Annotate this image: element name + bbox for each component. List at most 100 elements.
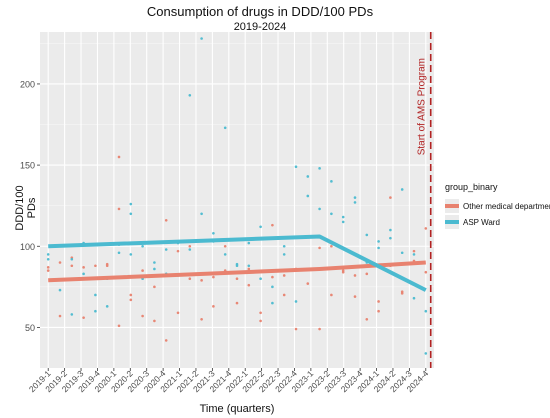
point-other-medical bbox=[400, 292, 404, 295]
point-other-medical bbox=[46, 269, 50, 272]
point-other-medical bbox=[117, 155, 121, 159]
point-other-medical bbox=[188, 244, 192, 248]
point-other-medical bbox=[94, 264, 97, 268]
point-asp-ward bbox=[223, 253, 227, 256]
point-asp-ward bbox=[58, 288, 62, 292]
point-other-medical bbox=[247, 283, 251, 287]
point-other-medical bbox=[306, 282, 310, 285]
point-asp-ward bbox=[330, 212, 333, 216]
point-asp-ward bbox=[82, 272, 85, 276]
point-asp-ward bbox=[212, 231, 215, 235]
point-asp-ward bbox=[200, 212, 203, 216]
point-asp-ward bbox=[153, 261, 156, 264]
point-other-medical bbox=[235, 301, 239, 305]
point-asp-ward bbox=[259, 225, 262, 229]
point-other-medical bbox=[212, 275, 215, 279]
point-other-medical bbox=[365, 272, 369, 276]
point-other-medical bbox=[424, 227, 428, 230]
point-other-medical bbox=[271, 223, 274, 227]
point-asp-ward bbox=[282, 253, 286, 256]
point-other-medical bbox=[424, 270, 428, 274]
point-asp-ward bbox=[235, 262, 239, 266]
point-other-medical bbox=[377, 300, 380, 303]
legend-item: Other medical department bbox=[445, 198, 550, 214]
point-asp-ward bbox=[400, 188, 404, 191]
point-other-medical bbox=[341, 269, 345, 272]
chart-subtitle: 2019-2024 bbox=[233, 21, 287, 33]
point-asp-ward bbox=[400, 251, 404, 255]
data-points bbox=[46, 37, 428, 355]
point-asp-ward bbox=[223, 126, 227, 130]
point-asp-ward bbox=[341, 220, 345, 224]
point-asp-ward bbox=[389, 236, 392, 240]
point-other-medical bbox=[164, 339, 168, 342]
point-asp-ward bbox=[294, 300, 298, 303]
point-asp-ward bbox=[94, 293, 97, 297]
trend-other-medical bbox=[48, 260, 426, 283]
chart-title: Consumption of drugs in DDD/100 PDs bbox=[146, 4, 374, 19]
point-asp-ward bbox=[70, 313, 74, 316]
point-asp-ward bbox=[105, 305, 109, 308]
y-axis: 50 100 150 200 bbox=[20, 79, 40, 333]
point-asp-ward bbox=[377, 246, 380, 250]
legend: group_binary Other medical department AS… bbox=[445, 182, 550, 230]
point-asp-ward bbox=[247, 264, 251, 268]
point-other-medical bbox=[117, 207, 121, 211]
point-other-medical bbox=[82, 316, 85, 319]
point-asp-ward bbox=[377, 240, 380, 243]
point-asp-ward bbox=[46, 253, 50, 256]
point-other-medical bbox=[212, 305, 215, 308]
point-asp-ward bbox=[153, 267, 156, 271]
legend-title: group_binary bbox=[445, 182, 498, 192]
point-asp-ward bbox=[389, 228, 392, 232]
legend-swatch bbox=[445, 204, 459, 208]
point-other-medical bbox=[259, 319, 262, 323]
point-other-medical bbox=[153, 319, 156, 323]
point-other-medical bbox=[82, 266, 85, 269]
point-asp-ward bbox=[200, 37, 203, 40]
point-other-medical bbox=[318, 246, 321, 250]
y-tick-label: 50 bbox=[25, 323, 35, 333]
y-tick-label: 200 bbox=[20, 79, 35, 89]
point-asp-ward bbox=[247, 241, 251, 245]
point-other-medical bbox=[58, 261, 62, 264]
ams-start-label: Start of AMS Program bbox=[417, 58, 428, 155]
point-asp-ward bbox=[129, 212, 133, 216]
legend-swatch bbox=[445, 220, 459, 224]
annotation: Start of AMS Program bbox=[417, 32, 432, 368]
x-axis: 2019-12019-22019-32019-42020-12020-22020… bbox=[27, 368, 430, 394]
point-asp-ward bbox=[282, 244, 286, 248]
point-other-medical bbox=[247, 267, 251, 271]
point-asp-ward bbox=[424, 309, 428, 313]
point-asp-ward bbox=[141, 244, 144, 248]
point-other-medical bbox=[176, 311, 180, 315]
point-asp-ward bbox=[412, 296, 416, 300]
point-asp-ward bbox=[94, 309, 97, 313]
trend-asp-ward bbox=[48, 234, 427, 292]
point-other-medical bbox=[153, 285, 156, 289]
point-asp-ward bbox=[259, 277, 262, 281]
point-asp-ward bbox=[70, 257, 74, 261]
point-other-medical bbox=[353, 295, 357, 298]
grid bbox=[40, 32, 434, 368]
point-asp-ward bbox=[117, 251, 121, 255]
point-other-medical bbox=[129, 298, 133, 302]
point-other-medical bbox=[200, 318, 203, 321]
point-other-medical bbox=[176, 249, 180, 253]
point-other-medical bbox=[141, 269, 144, 272]
point-other-medical bbox=[235, 277, 239, 281]
point-asp-ward bbox=[318, 167, 321, 170]
point-other-medical bbox=[58, 314, 62, 318]
point-asp-ward bbox=[353, 201, 357, 204]
point-asp-ward bbox=[129, 202, 133, 206]
point-other-medical bbox=[164, 218, 168, 222]
point-other-medical bbox=[70, 264, 74, 268]
legend-label: Other medical department bbox=[463, 201, 550, 211]
legend-key bbox=[445, 199, 459, 213]
legend-item: ASP Ward bbox=[445, 214, 550, 230]
point-other-medical bbox=[105, 264, 109, 268]
point-other-medical bbox=[282, 293, 286, 297]
point-asp-ward bbox=[294, 165, 298, 169]
panel-background bbox=[40, 32, 434, 368]
